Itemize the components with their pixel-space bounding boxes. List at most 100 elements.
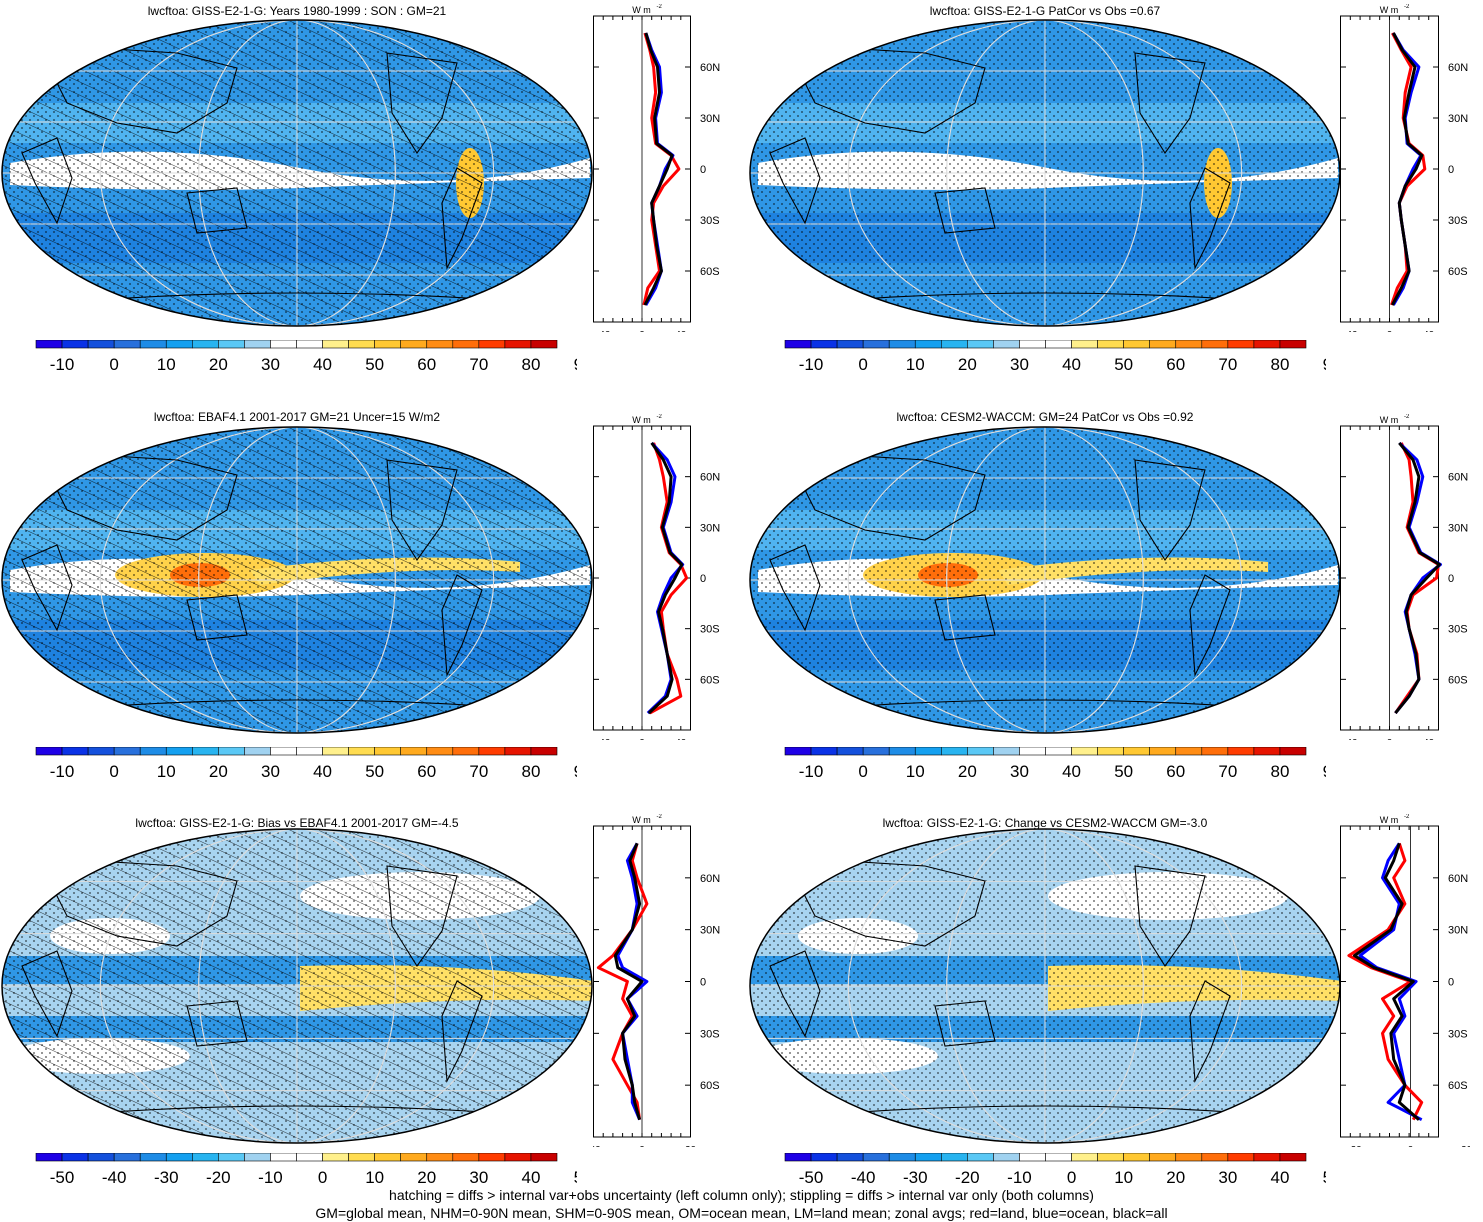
- zonal-x-tick-label: -20: [1347, 1145, 1362, 1147]
- colorbar-label: 30: [261, 762, 280, 781]
- colorbar-label: -40: [851, 1168, 876, 1187]
- colorbar-swatch: [244, 747, 271, 756]
- zonal-mean-plot: W m -2 60N 30N 0 30S 60S -20 0 20: [593, 814, 720, 1147]
- colorbar-label: 20: [958, 355, 977, 374]
- colorbar-swatch: [296, 1153, 323, 1162]
- lat-tick-label: 60N: [700, 472, 720, 484]
- colorbar-swatch: [165, 1153, 193, 1162]
- lat-tick-label: 0: [1448, 977, 1454, 989]
- colorbar-swatch: [61, 340, 89, 349]
- colorbar-label: 50: [1114, 762, 1133, 781]
- colorbar-swatch: [1175, 340, 1203, 349]
- colorbar-label: -30: [154, 1168, 179, 1187]
- colorbar-swatch: [452, 340, 480, 349]
- zonal-x-tick-label: 20: [1461, 1145, 1470, 1147]
- colorbar-swatch: [244, 1153, 271, 1162]
- zonal-series-black: [1391, 32, 1424, 306]
- svg-text:-2: -2: [1404, 414, 1410, 420]
- colorbar-swatch: [1045, 747, 1072, 756]
- zonal-x-tick-label: 40: [1423, 738, 1435, 740]
- lat-tick-label: 0: [700, 573, 706, 585]
- colorbar-swatch: [35, 1153, 63, 1162]
- zonal-x-tick-label: 40: [1423, 330, 1435, 332]
- colorbar-swatch: [914, 340, 942, 349]
- colorbar-swatch: [400, 747, 428, 756]
- zonal-x-tick-label: -40: [1343, 738, 1358, 740]
- colorbar-swatch: [530, 340, 558, 349]
- unit-label: W m: [1380, 5, 1399, 15]
- colorbar-swatch: [888, 747, 916, 756]
- lat-tick-label: 60S: [1448, 674, 1468, 686]
- colorbar-label: 70: [469, 355, 488, 374]
- lat-tick-label: 60N: [1448, 873, 1468, 885]
- colorbar-swatch: [530, 1153, 558, 1162]
- colorbar-label: 30: [261, 355, 280, 374]
- colorbar-swatch: [426, 340, 454, 349]
- panel-title: lwcftoa: GISS-E2-1-G: Years 1980-1999 : …: [147, 4, 447, 18]
- colorbar-swatch: [400, 340, 428, 349]
- colorbar-swatch: [478, 1153, 506, 1162]
- colorbar-swatch: [1071, 747, 1098, 756]
- colorbar-swatch: [1279, 1153, 1307, 1162]
- colorbar-label: -40: [102, 1168, 127, 1187]
- colorbar-swatch: [348, 747, 375, 756]
- colorbar-swatch: [836, 340, 864, 349]
- colorbar-swatch: [192, 1153, 219, 1162]
- zonal-x-tick-label: 40: [675, 330, 687, 332]
- colorbar-label: 40: [1270, 1168, 1289, 1187]
- colorbar-swatch: [322, 747, 349, 756]
- colorbar-label: -10: [50, 355, 75, 374]
- svg-text:-2: -2: [657, 4, 663, 10]
- colorbar-label: 80: [521, 355, 540, 374]
- panel-title: lwcftoa: GISS-E2-1-G: Change vs CESM2-WA…: [882, 816, 1208, 830]
- colorbar-label: 0: [109, 762, 118, 781]
- colorbar-swatch: [1253, 747, 1281, 756]
- colorbar-label: 0: [858, 762, 867, 781]
- lat-tick-label: 60N: [1448, 472, 1468, 484]
- colorbar-label: -50: [50, 1168, 75, 1187]
- lat-tick-label: 60S: [1448, 266, 1468, 278]
- zonal-x-tick-label: 0: [639, 1145, 645, 1147]
- colorbar-label: 50: [1323, 1168, 1326, 1187]
- unit-label: W m: [632, 415, 651, 425]
- panel-title: lwcftoa: CESM2-WACCM: GM=24 PatCor vs Ob…: [896, 410, 1194, 424]
- zonal-x-tick-label: 0: [639, 738, 645, 740]
- colorbar-label: 30: [1010, 762, 1029, 781]
- colorbar-swatch: [967, 1153, 994, 1162]
- colorbar-label: 10: [906, 762, 925, 781]
- world-map: [1, 19, 593, 327]
- colorbar-swatch: [1149, 1153, 1177, 1162]
- colorbar-swatch: [993, 340, 1020, 349]
- colorbar-label: 80: [1270, 762, 1289, 781]
- world-map: [1, 828, 593, 1144]
- zonal-series-red: [642, 32, 681, 306]
- colorbar-swatch: [1149, 340, 1177, 349]
- colorbar-label: -10: [799, 762, 824, 781]
- lat-tick-label: 30N: [1448, 522, 1468, 534]
- colorbar-swatch: [426, 747, 454, 756]
- lat-tick-label: 60S: [700, 674, 720, 686]
- colorbar-swatch: [35, 340, 63, 349]
- colorbar-swatch: [218, 747, 245, 756]
- lat-tick-label: 30S: [1448, 1028, 1468, 1040]
- colorbar-swatch: [270, 747, 297, 756]
- colorbar-label: 30: [1218, 1168, 1237, 1187]
- lat-tick-label: 30N: [700, 113, 720, 125]
- lat-tick-label: 30N: [1448, 113, 1468, 125]
- colorbar-swatch: [862, 747, 890, 756]
- colorbar: -10 0 10 20 30 40 50 60 70 80 90: [35, 340, 577, 374]
- colorbar-swatch: [113, 1153, 141, 1162]
- colorbar-label: 60: [417, 762, 436, 781]
- colorbar-swatch: [1123, 1153, 1150, 1162]
- colorbar-label: 90: [574, 355, 577, 374]
- lat-tick-label: 60S: [1448, 1080, 1468, 1092]
- lat-tick-label: 0: [700, 977, 706, 989]
- colorbar-swatch: [139, 747, 167, 756]
- colorbar-label: 70: [469, 762, 488, 781]
- colorbar-swatch: [1175, 1153, 1203, 1162]
- world-map: [1, 426, 593, 734]
- zonal-series-blue: [1358, 842, 1423, 1122]
- lat-tick-label: 30S: [700, 624, 720, 636]
- colorbar-swatch: [993, 747, 1020, 756]
- colorbar-label: -30: [903, 1168, 928, 1187]
